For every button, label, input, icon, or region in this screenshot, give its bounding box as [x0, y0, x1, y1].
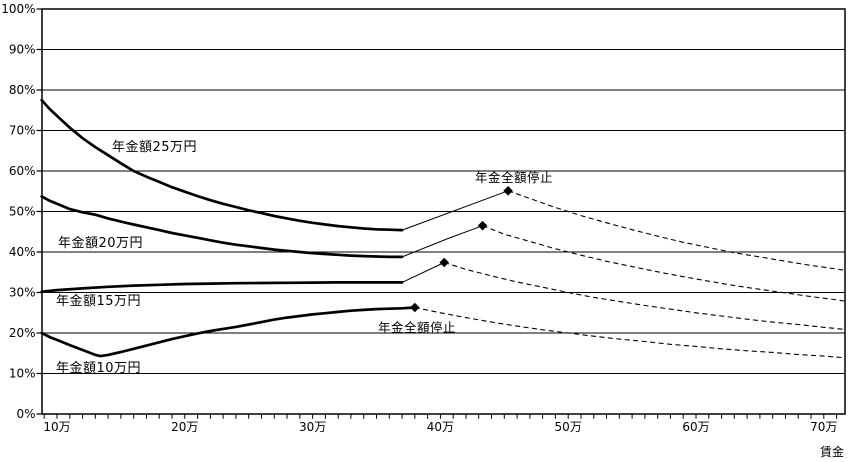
- x-axis-label: 50万: [555, 420, 582, 434]
- x-axis-label: 30万: [299, 420, 326, 434]
- series-10-label: 年金額10万円: [56, 360, 141, 376]
- x-axis-label: 20万: [171, 420, 198, 434]
- y-axis-label: 0%: [16, 407, 35, 421]
- x-axis-label: 60万: [682, 420, 709, 434]
- x-axis-label: 10万: [43, 420, 70, 434]
- series-20-dashed-line: [482, 225, 845, 302]
- plot-border: [41, 8, 846, 415]
- y-axis-label: 40%: [9, 245, 36, 259]
- y-axis-label: 80%: [9, 83, 36, 97]
- y-axis-label: 10%: [9, 367, 36, 381]
- series-10-full-stop-marker: [410, 302, 420, 313]
- y-axis-label: 70%: [9, 124, 36, 138]
- x-axis-title: 賃金: [820, 444, 844, 459]
- series-20-rise-line: [401, 225, 483, 258]
- series-25-dashed-line: [507, 190, 845, 271]
- x-axis-label: 40万: [427, 420, 454, 434]
- series-20-label: 年金額20万円: [58, 235, 143, 251]
- y-axis-label: 100%: [1, 2, 35, 16]
- series-15-full-stop-marker: [439, 257, 449, 268]
- series-25-full-stop-marker: [503, 186, 513, 196]
- full-stop-annotation-lower: 年金全額停止: [378, 320, 456, 335]
- y-axis-label: 20%: [9, 326, 36, 340]
- series-25-solid-line: [40, 98, 404, 232]
- series-25-rise-line: [401, 190, 509, 231]
- series-15-label: 年金額15万円: [56, 293, 141, 309]
- y-axis-label: 50%: [9, 205, 36, 219]
- series-10-solid-line: [40, 306, 417, 358]
- full-stop-annotation-upper: 年金全額停止: [475, 170, 553, 185]
- y-axis-label: 60%: [9, 164, 36, 178]
- series-20-solid-line: [40, 195, 404, 259]
- series-20-full-stop-marker: [477, 220, 488, 231]
- series-15-dashed-line: [444, 261, 845, 330]
- series-15-solid-line: [40, 281, 404, 294]
- y-axis-label: 30%: [9, 286, 36, 300]
- x-axis-label: 70万: [810, 420, 837, 434]
- series-15-rise-line: [401, 262, 445, 283]
- y-axis-label: 90%: [9, 43, 36, 57]
- series-25-label: 年金額25万円: [112, 139, 197, 155]
